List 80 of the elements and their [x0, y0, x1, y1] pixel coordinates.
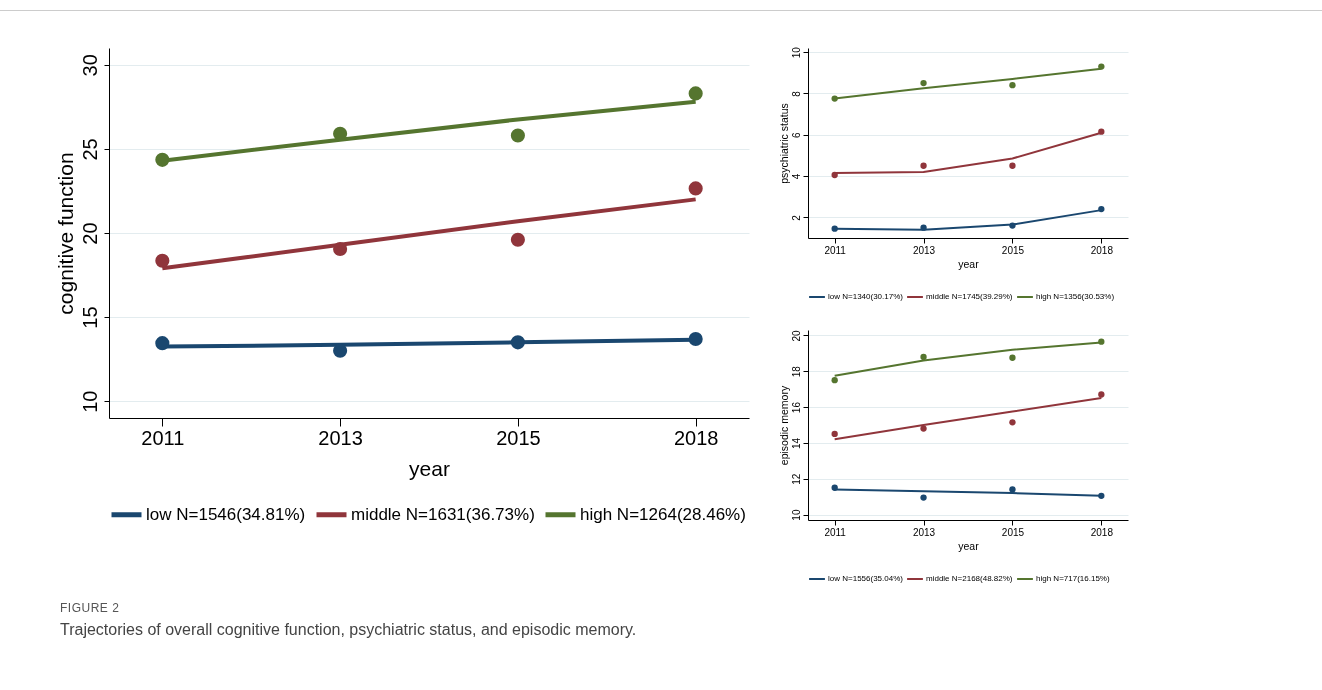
x-tick-label: 2011 — [824, 526, 847, 538]
y-tick-label: 12 — [790, 473, 802, 485]
point — [920, 79, 927, 87]
point — [1098, 128, 1105, 135]
x-tick-label: 2018 — [1090, 526, 1114, 538]
point — [155, 152, 170, 167]
point — [510, 128, 525, 143]
y-tick-label: 15 — [78, 306, 101, 329]
y-tick-label: 16 — [790, 401, 802, 414]
y-tick-label: 14 — [790, 437, 802, 449]
x-tick-label: 2013 — [318, 426, 363, 449]
legend-label: high N=1264(28.46%) — [580, 504, 746, 524]
point — [831, 171, 838, 179]
point — [831, 95, 838, 102]
x-tick-label: 2011 — [824, 244, 847, 256]
text: Trajectories of overall cognitive function, psychiatric status, and episodic memory. — [60, 621, 638, 639]
legend-label: middle N=1745(39.29%) — [926, 292, 1013, 301]
point — [920, 162, 927, 169]
point — [1098, 391, 1105, 398]
point — [688, 331, 703, 347]
point — [1009, 162, 1016, 169]
legend-label: middle N=2168(48.82%) — [926, 574, 1013, 583]
point — [920, 425, 927, 432]
point — [831, 430, 838, 438]
y-tick-label: 18 — [790, 365, 802, 378]
y-tick-label: 10 — [790, 509, 802, 521]
point — [333, 126, 348, 141]
point — [1098, 492, 1105, 499]
point — [1098, 205, 1105, 213]
point — [333, 241, 348, 257]
legend-label: high N=1356(30.53%) — [1036, 292, 1115, 301]
x-tick-label: 2015 — [1001, 244, 1025, 256]
x-axis-title: year — [958, 539, 980, 552]
x-axis-title: year — [958, 257, 980, 270]
legend-label: high N=717(16.15%) — [1036, 574, 1110, 583]
point — [920, 353, 927, 361]
x-tick-label: 2018 — [673, 426, 719, 449]
legend-label: middle N=1631(36.73%) — [351, 504, 535, 524]
point — [1098, 63, 1105, 70]
point — [688, 181, 703, 196]
point — [155, 253, 170, 268]
point — [510, 335, 525, 350]
point — [155, 336, 170, 351]
y-tick-label: 4 — [790, 173, 802, 180]
y-tick-label: 8 — [790, 90, 802, 97]
text: FIGURE 2 — [60, 601, 121, 615]
point — [920, 494, 927, 501]
point — [510, 232, 525, 247]
point — [1098, 338, 1105, 345]
legend-label: low N=1556(35.04%) — [828, 574, 904, 583]
point — [831, 225, 838, 232]
x-tick-label: 2018 — [1090, 244, 1114, 256]
x-tick-label: 2011 — [141, 426, 185, 449]
y-axis-title: episodic memory — [777, 385, 790, 466]
y-tick-label: 10 — [790, 46, 802, 59]
x-tick-label: 2013 — [912, 244, 936, 256]
point — [1009, 419, 1016, 426]
y-tick-label: 25 — [78, 138, 101, 161]
point — [831, 377, 838, 384]
x-tick-label: 2013 — [912, 526, 936, 538]
y-tick-label: 30 — [78, 54, 101, 77]
x-tick-label: 2015 — [1001, 526, 1025, 538]
point — [1009, 222, 1016, 229]
legend-label: low N=1546(34.81%) — [146, 504, 306, 524]
point — [831, 484, 838, 491]
y-tick-label: 10 — [78, 390, 101, 413]
y-axis-title: psychiatric status — [777, 103, 790, 184]
point — [1009, 82, 1016, 89]
point — [920, 224, 927, 231]
y-tick-label: 20 — [78, 222, 101, 245]
point — [1009, 486, 1016, 493]
y-tick-label: 6 — [790, 132, 802, 139]
point — [688, 86, 703, 101]
x-tick-label: 2015 — [496, 426, 541, 449]
point — [1009, 354, 1016, 361]
legend-label: low N=1340(30.17%) — [828, 292, 904, 301]
x-axis-title: year — [409, 456, 450, 480]
y-tick-label: 2 — [790, 214, 802, 221]
y-axis-title: cognitive function — [53, 152, 77, 315]
y-tick-label: 20 — [790, 329, 802, 342]
